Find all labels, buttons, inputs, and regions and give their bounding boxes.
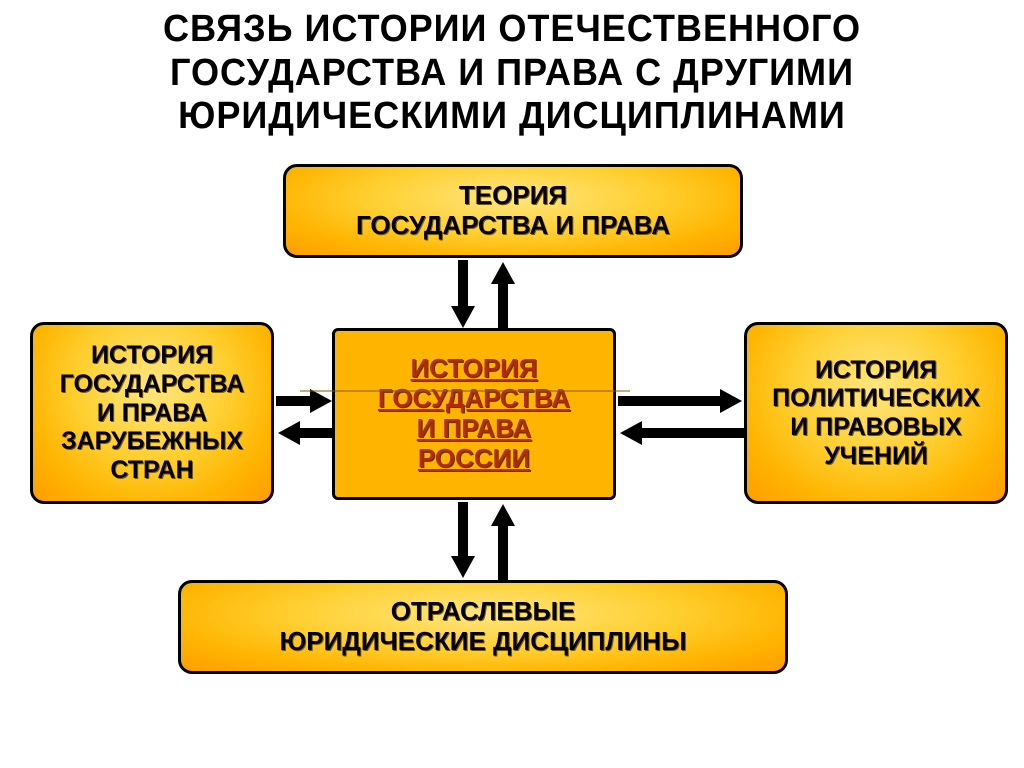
arrow-top-down <box>448 260 478 330</box>
arrow-center-right <box>618 386 744 416</box>
diagram-title: СВЯЗЬ ИСТОРИИ ОТЕЧЕСТВЕННОГО ГОСУДАРСТВА… <box>26 0 999 139</box>
box-right: ИСТОРИЯ ПОЛИТИЧЕСКИХ И ПРАВОВЫХ УЧЕНИЙ <box>744 322 1008 504</box>
arrow-center-down <box>448 502 478 580</box>
arrow-right-center <box>618 418 744 448</box>
title-line-2: ГОСУДАРСТВА И ПРАВА С ДРУГИМИ <box>26 52 999 96</box>
box-left-text: ИСТОРИЯ ГОСУДАРСТВА И ПРАВА ЗАРУБЕЖНЫХ С… <box>60 341 245 485</box>
box-top-text: ТЕОРИЯ ГОСУДАРСТВА И ПРАВА <box>356 181 670 241</box>
arrow-bottom-up <box>488 502 518 580</box>
box-bottom: ОТРАСЛЕВЫЕ ЮРИДИЧЕСКИЕ ДИСЦИПЛИНЫ <box>178 580 788 674</box>
center-divider-line <box>300 390 630 392</box>
title-line-3: ЮРИДИЧЕСКИМИ ДИСЦИПЛИНАМИ <box>26 95 999 139</box>
arrow-center-left <box>276 418 334 448</box>
box-center-text: ИСТОРИЯ ГОСУДАРСТВА И ПРАВА РОССИИ <box>378 354 570 474</box>
box-left: ИСТОРИЯ ГОСУДАРСТВА И ПРАВА ЗАРУБЕЖНЫХ С… <box>30 322 274 504</box>
arrow-center-up <box>488 260 518 330</box>
title-line-1: СВЯЗЬ ИСТОРИИ ОТЕЧЕСТВЕННОГО <box>26 8 999 52</box>
box-top: ТЕОРИЯ ГОСУДАРСТВА И ПРАВА <box>283 164 743 258</box>
box-center: ИСТОРИЯ ГОСУДАРСТВА И ПРАВА РОССИИ <box>332 328 616 500</box>
box-right-text: ИСТОРИЯ ПОЛИТИЧЕСКИХ И ПРАВОВЫХ УЧЕНИЙ <box>772 356 980 471</box>
box-bottom-text: ОТРАСЛЕВЫЕ ЮРИДИЧЕСКИЕ ДИСЦИПЛИНЫ <box>279 597 686 657</box>
